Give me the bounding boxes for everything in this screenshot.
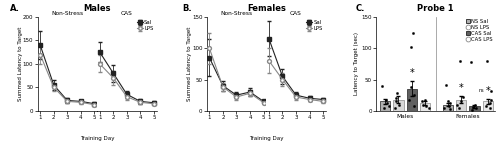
Point — [410, 94, 418, 96]
Point — [482, 105, 490, 107]
Point — [410, 105, 418, 107]
Point — [484, 60, 492, 62]
Point — [442, 83, 450, 86]
Point — [425, 107, 433, 109]
Text: B.: B. — [182, 4, 192, 13]
Point — [392, 97, 400, 99]
Text: *: * — [486, 86, 490, 96]
Bar — [406, 89, 417, 111]
Text: Training Day: Training Day — [80, 136, 114, 141]
Text: *: * — [458, 83, 464, 93]
Bar — [394, 100, 404, 111]
Point — [486, 107, 494, 109]
Point — [378, 85, 386, 87]
Point — [383, 102, 391, 104]
Bar — [482, 101, 493, 111]
Y-axis label: Summed Latency to Target: Summed Latency to Target — [188, 27, 192, 101]
Point — [445, 105, 453, 107]
Text: A.: A. — [10, 4, 20, 13]
Legend: NS Sal, NS LPS, CAS Sal, CAS LPS: NS Sal, NS LPS, CAS Sal, CAS LPS — [465, 19, 494, 42]
Bar — [456, 100, 466, 111]
Point — [468, 106, 476, 108]
Point — [446, 102, 454, 104]
Point — [468, 108, 476, 111]
Bar — [470, 106, 480, 111]
Point — [457, 100, 465, 103]
Point — [456, 60, 464, 62]
Point — [396, 103, 404, 106]
Point — [422, 105, 430, 107]
Point — [470, 103, 478, 106]
Point — [382, 98, 390, 101]
Title: CAS: CAS — [290, 11, 302, 16]
Point — [486, 102, 494, 104]
Text: Probe 1: Probe 1 — [417, 4, 454, 13]
Text: Training Day: Training Day — [249, 136, 284, 141]
Bar — [380, 101, 390, 111]
Point — [404, 98, 412, 101]
Point — [392, 106, 400, 109]
Point — [444, 100, 452, 103]
Point — [406, 86, 414, 88]
Point — [454, 103, 462, 106]
Legend: Sal, LPS: Sal, LPS — [306, 20, 323, 32]
Point — [466, 61, 474, 63]
Point — [406, 46, 414, 48]
Text: C.: C. — [356, 4, 365, 13]
Title: Non-Stress: Non-Stress — [51, 11, 84, 16]
Point — [380, 106, 388, 109]
Point — [418, 100, 426, 103]
Bar — [442, 105, 453, 111]
Point — [408, 32, 416, 34]
Point — [420, 103, 428, 106]
Point — [420, 98, 428, 101]
Title: CAS: CAS — [121, 11, 133, 16]
Y-axis label: Summed Latency to Target: Summed Latency to Target — [18, 27, 24, 101]
Text: *: * — [410, 68, 414, 78]
Title: Non-Stress: Non-Stress — [220, 11, 252, 16]
Bar — [420, 103, 430, 111]
Point — [393, 92, 401, 94]
Point — [488, 90, 496, 92]
Point — [472, 107, 480, 109]
Y-axis label: Latency to Target (sec): Latency to Target (sec) — [354, 32, 359, 95]
Point — [440, 106, 448, 109]
Legend: Sal, LPS: Sal, LPS — [136, 20, 154, 32]
Point — [459, 96, 467, 98]
Point — [488, 98, 496, 101]
Point — [446, 108, 454, 110]
Point — [454, 106, 462, 109]
Text: Females: Females — [247, 4, 286, 13]
Point — [384, 105, 392, 107]
Text: ns: ns — [478, 88, 484, 93]
Text: Males: Males — [84, 4, 111, 13]
Point — [392, 100, 400, 103]
